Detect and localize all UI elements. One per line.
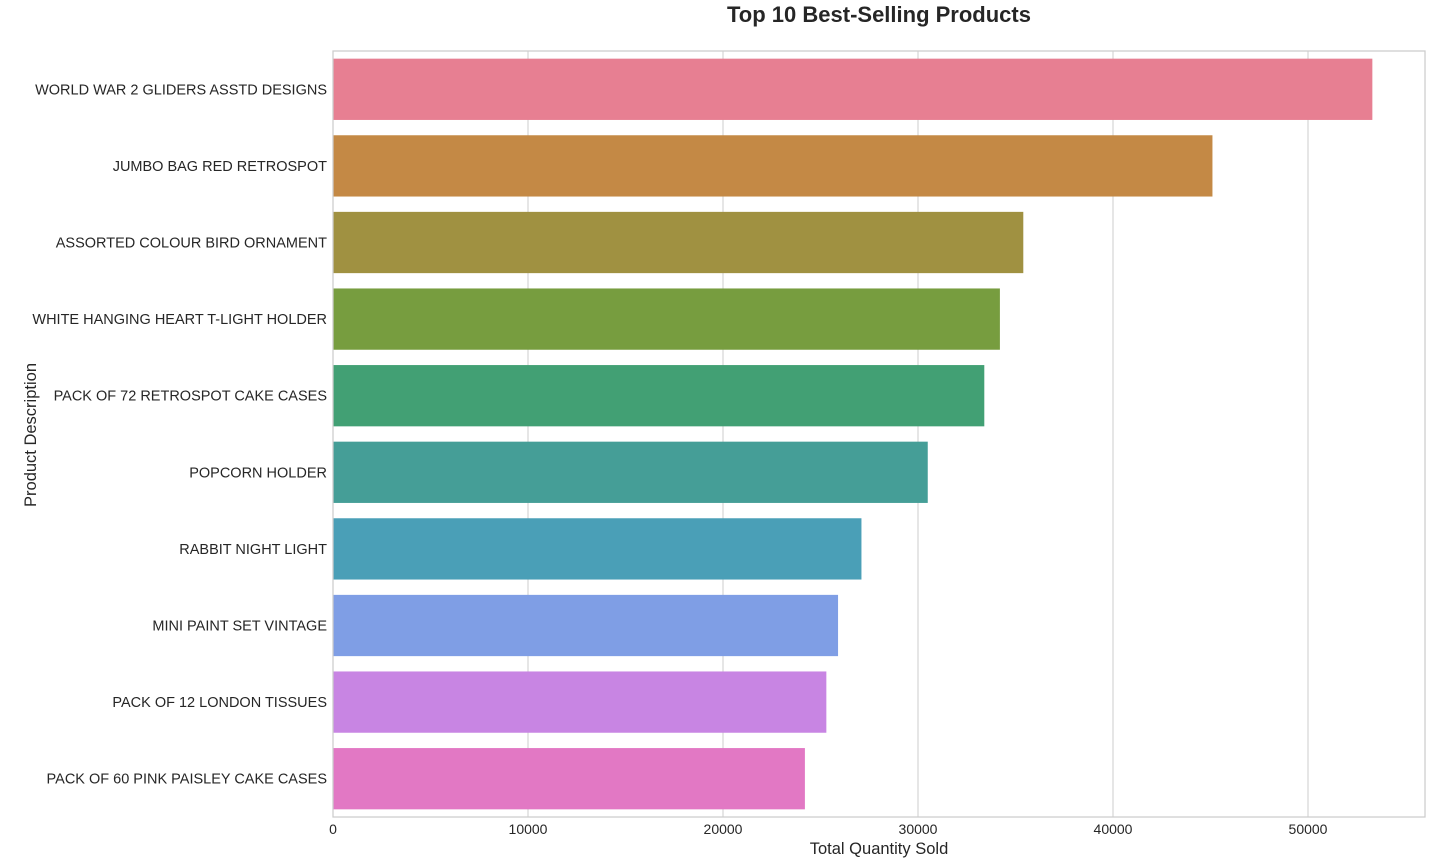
x-tick-label: 50000 xyxy=(1289,821,1328,837)
y-axis-label: Product Description xyxy=(22,363,40,507)
y-tick-label: WHITE HANGING HEART T-LIGHT HOLDER xyxy=(32,312,327,328)
bar xyxy=(333,365,985,427)
x-tick-labels: 0 10000 20000 30000 40000 50000 xyxy=(329,821,1328,837)
bar xyxy=(333,211,1024,274)
bars xyxy=(333,58,1373,810)
bar xyxy=(333,671,827,733)
x-tick-label: 10000 xyxy=(509,821,548,837)
y-tick-label: JUMBO BAG RED RETROSPOT xyxy=(113,159,327,175)
bar xyxy=(333,288,1000,350)
y-tick-label: PACK OF 72 RETROSPOT CAKE CASES xyxy=(54,389,327,405)
y-tick-label: ASSORTED COLOUR BIRD ORNAMENT xyxy=(56,236,327,252)
x-tick-label: 40000 xyxy=(1094,821,1133,837)
x-tick-label: 20000 xyxy=(704,821,743,837)
y-tick-label: POPCORN HOLDER xyxy=(189,465,327,481)
y-tick-label: RABBIT NIGHT LIGHT xyxy=(179,542,327,558)
bar xyxy=(333,748,805,810)
x-axis-label: Total Quantity Sold xyxy=(810,840,949,858)
x-tick-label: 30000 xyxy=(899,821,938,837)
y-tick-label: MINI PAINT SET VINTAGE xyxy=(152,619,327,635)
chart-title: Top 10 Best-Selling Products xyxy=(727,2,1031,27)
bar xyxy=(333,594,839,657)
bar xyxy=(333,441,928,503)
y-tick-labels: WORLD WAR 2 GLIDERS ASSTD DESIGNS JUMBO B… xyxy=(32,82,327,787)
bar xyxy=(333,518,862,580)
x-tick-label: 0 xyxy=(329,821,337,837)
bar xyxy=(333,58,1373,120)
y-tick-label: PACK OF 12 LONDON TISSUES xyxy=(112,695,327,711)
y-tick-label: PACK OF 60 PINK PAISLEY CAKE CASES xyxy=(47,772,327,788)
y-tick-label: WORLD WAR 2 GLIDERS ASSTD DESIGNS xyxy=(35,82,327,98)
bar xyxy=(333,135,1213,197)
plot-frame xyxy=(332,50,1426,818)
